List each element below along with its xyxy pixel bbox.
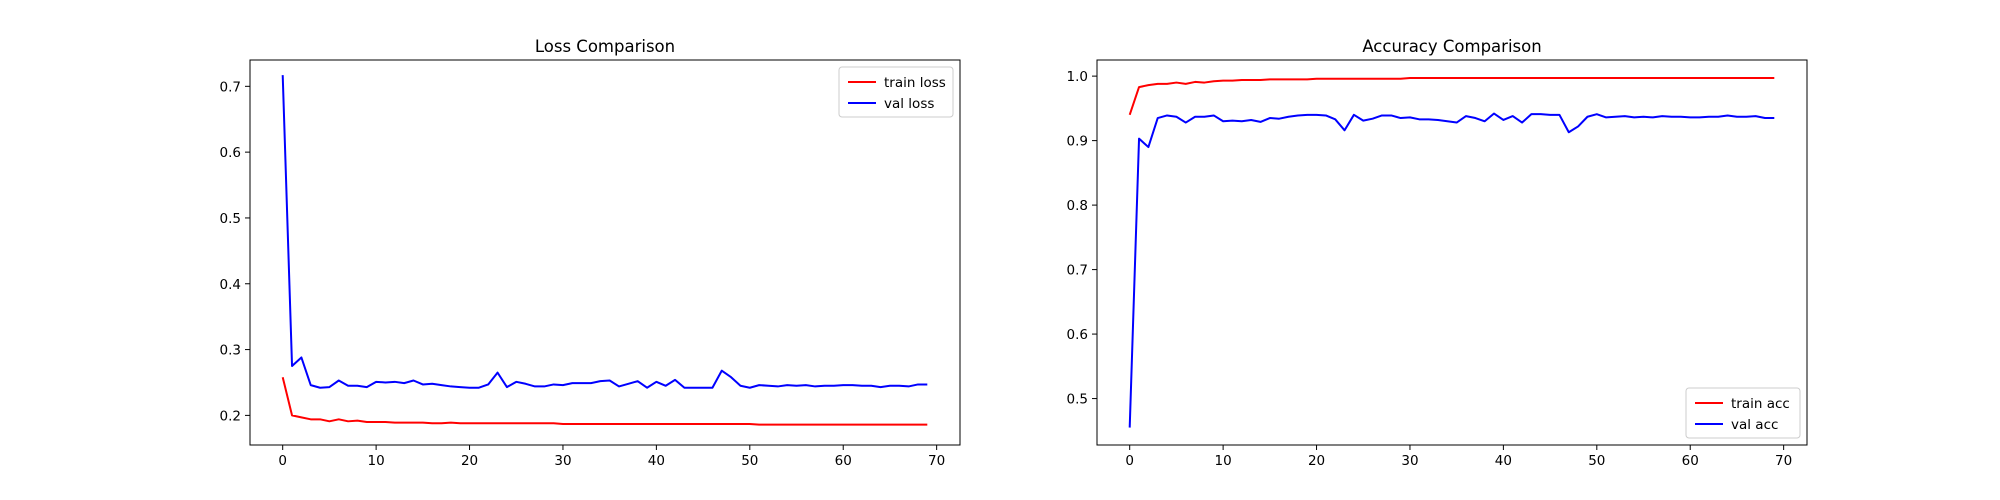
accuracy-series-val-acc — [1128, 112, 1775, 428]
accuracy-y-tick-label: 0.9 — [1067, 134, 1088, 150]
accuracy-x-tick-label: 20 — [1308, 453, 1325, 469]
accuracy-y-tick-label: 0.8 — [1067, 198, 1088, 214]
loss-y-tick-label: 0.5 — [220, 211, 241, 227]
loss-x-tick-label: 40 — [648, 453, 665, 469]
accuracy-legend-box — [1685, 387, 1801, 439]
loss-x-tick-label: 30 — [554, 453, 571, 469]
accuracy-x-ticks: 0 10 20 30 40 50 60 70 — [1125, 445, 1792, 469]
accuracy-y-tick-label: 0.5 — [1067, 392, 1088, 408]
loss-legend-label: train loss — [884, 75, 946, 91]
accuracy-plot-area — [1096, 59, 1808, 446]
loss-series-lines — [281, 75, 928, 426]
accuracy-x-tick-label: 40 — [1495, 453, 1512, 469]
accuracy-y-tick-label: 0.6 — [1067, 327, 1088, 343]
loss-y-tick-label: 0.2 — [220, 408, 241, 424]
loss-x-tick-label: 0 — [278, 453, 287, 469]
loss-x-tick-label: 50 — [741, 453, 758, 469]
loss-y-tick-label: 0.6 — [220, 145, 241, 161]
loss-chart-title: Loss Comparison — [535, 37, 675, 56]
loss-x-tick-label: 70 — [928, 453, 945, 469]
loss-x-tick-label: 60 — [835, 453, 852, 469]
accuracy-x-tick-label: 60 — [1682, 453, 1699, 469]
accuracy-chart: Accuracy Comparison 0 10 20 30 40 50 60 70 0.50… — [1067, 37, 1808, 469]
loss-series-train-loss — [281, 376, 928, 426]
accuracy-series-train-acc — [1128, 77, 1775, 116]
accuracy-y-tick-label: 0.7 — [1067, 263, 1088, 279]
loss-series-val-loss — [281, 75, 928, 389]
accuracy-chart-title: Accuracy Comparison — [1362, 37, 1541, 56]
accuracy-x-tick-label: 0 — [1125, 453, 1134, 469]
loss-y-tick-label: 0.7 — [220, 79, 241, 95]
accuracy-legend-label: val acc — [1731, 417, 1778, 433]
loss-x-ticks: 0 10 20 30 40 50 60 70 — [278, 445, 945, 469]
loss-x-tick-label: 20 — [461, 453, 478, 469]
accuracy-x-tick-label: 30 — [1401, 453, 1418, 469]
accuracy-x-tick-label: 10 — [1215, 453, 1232, 469]
accuracy-series-lines — [1128, 77, 1775, 428]
loss-legend-label: val loss — [884, 96, 934, 112]
accuracy-y-ticks: 0.5 0.6 0.7 0.8 0.9 1.0 — [1067, 69, 1097, 408]
loss-y-ticks: 0.2 0.3 0.4 0.5 0.6 0.7 — [220, 79, 250, 424]
loss-legend-box — [838, 66, 954, 118]
loss-y-tick-label: 0.3 — [220, 343, 241, 359]
accuracy-x-tick-label: 50 — [1588, 453, 1605, 469]
loss-x-tick-label: 10 — [368, 453, 385, 469]
accuracy-y-tick-label: 1.0 — [1067, 69, 1088, 85]
loss-plot-area — [249, 59, 961, 446]
loss-legend: train loss val loss — [838, 66, 954, 118]
loss-chart: Loss Comparison 0 10 20 30 40 50 60 70 0.20.30.… — [220, 37, 961, 469]
loss-y-tick-label: 0.4 — [220, 277, 241, 293]
accuracy-legend-label: train acc — [1731, 396, 1790, 412]
accuracy-x-tick-label: 70 — [1775, 453, 1792, 469]
accuracy-legend: train acc val acc — [1685, 387, 1801, 439]
